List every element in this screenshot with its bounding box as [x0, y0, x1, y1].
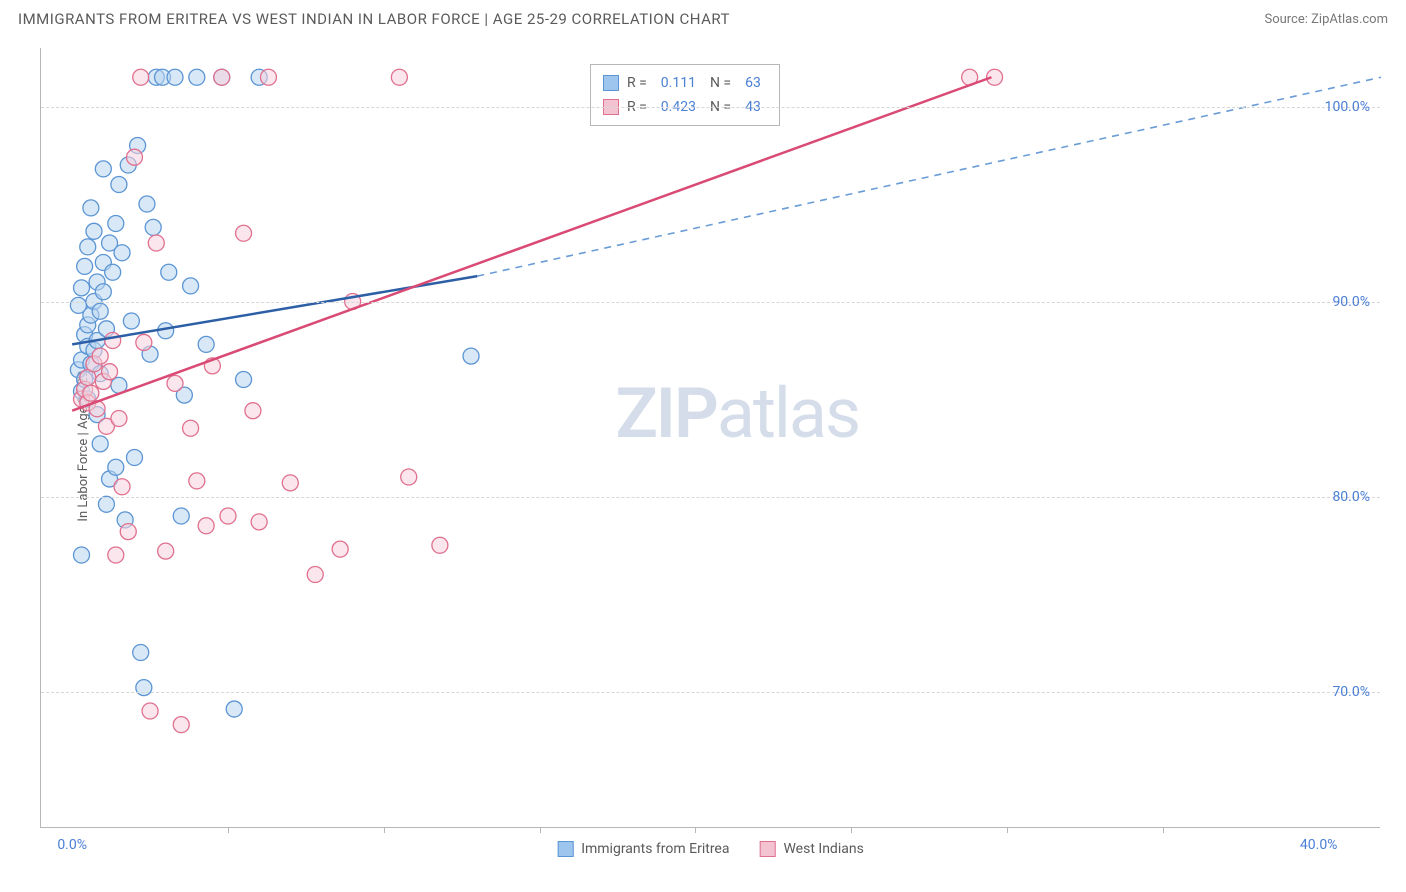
x-tick — [384, 827, 385, 833]
legend-swatch — [759, 841, 775, 857]
x-tick — [1007, 827, 1008, 833]
n-label: N = — [710, 71, 731, 95]
chart-plot-area: ZIPatlas R =0.111N =63R =0.423N =43 Immi… — [40, 48, 1380, 828]
gridline-h — [41, 302, 1380, 303]
correlation-stats-box: R =0.111N =63R =0.423N =43 — [590, 64, 780, 126]
legend-label: Immigrants from Eritrea — [581, 841, 729, 857]
legend-label: West Indians — [783, 841, 863, 857]
x-tick — [695, 827, 696, 833]
legend-swatch — [603, 75, 619, 91]
y-tick-label: 100.0% — [1325, 99, 1370, 115]
y-tick-label: 90.0% — [1332, 294, 1370, 310]
y-tick-label: 70.0% — [1332, 684, 1370, 700]
x-tick — [228, 827, 229, 833]
y-tick-label: 80.0% — [1332, 489, 1370, 505]
source-label: Source: ZipAtlas.com — [1264, 12, 1388, 27]
n-value: 63 — [745, 71, 761, 95]
r-value: 0.111 — [661, 71, 696, 95]
x-tick-label: 0.0% — [57, 837, 87, 853]
x-tick — [1163, 827, 1164, 833]
r-label: R = — [627, 71, 647, 95]
gridline-h — [41, 107, 1380, 108]
stats-row: R = 0.111 N = 63 — [603, 71, 767, 95]
legend-item: Immigrants from Eritrea — [557, 841, 729, 857]
legend-swatch — [557, 841, 573, 857]
x-tick-label: 40.0% — [1300, 837, 1338, 853]
gridline-h — [41, 692, 1380, 693]
legend-item: West Indians — [759, 841, 863, 857]
x-tick — [851, 827, 852, 833]
scatter-svg — [41, 48, 1380, 827]
legend: Immigrants from Eritrea West Indians — [557, 841, 864, 857]
chart-title: IMMIGRANTS FROM ERITREA VS WEST INDIAN I… — [18, 10, 730, 28]
x-tick — [540, 827, 541, 833]
gridline-h — [41, 497, 1380, 498]
